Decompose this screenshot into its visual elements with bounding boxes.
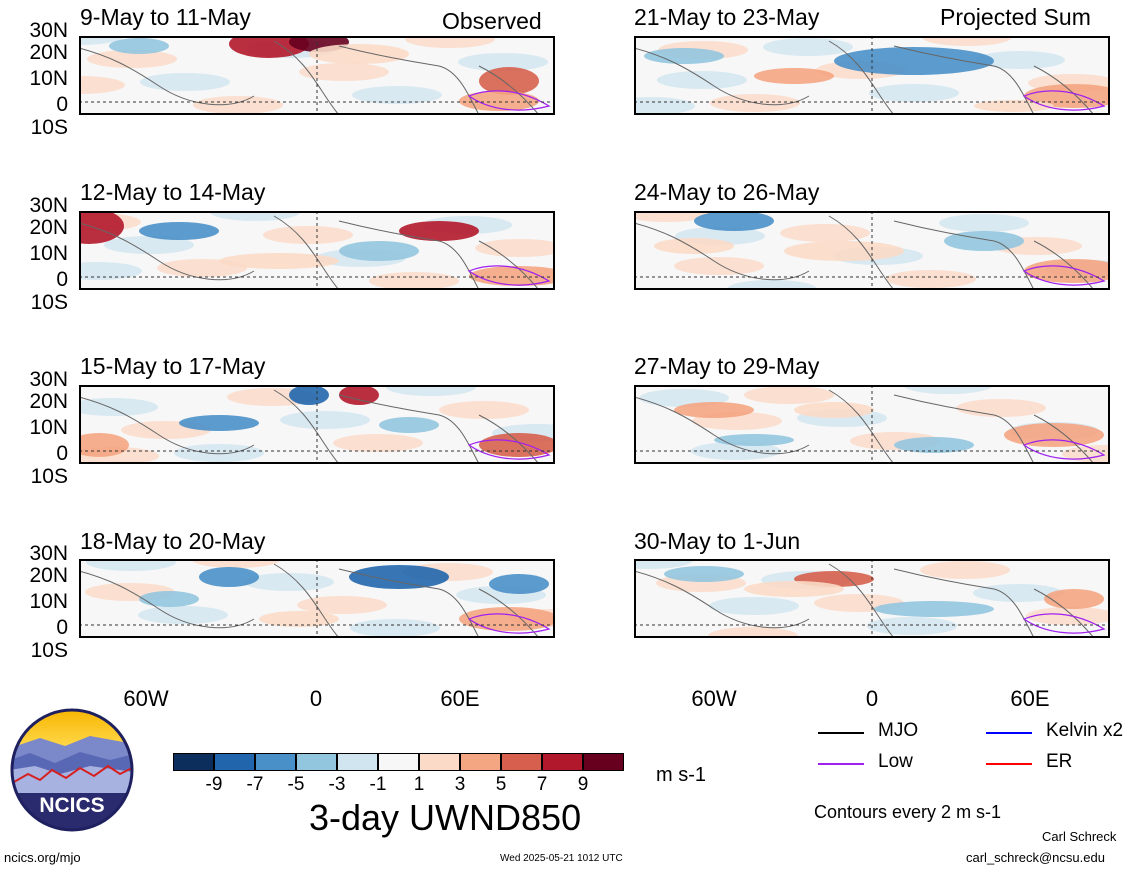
lat-label: 10N — [29, 590, 68, 613]
lat-label: 20N — [29, 390, 68, 413]
legend-er-label: ER — [1046, 751, 1073, 772]
colorbar-tick-label: -5 — [287, 774, 305, 795]
legend-low-label: Low — [878, 751, 913, 772]
panel-title-left-3: 15-May to 17-May — [80, 353, 266, 379]
lat-label: 10N — [29, 242, 68, 265]
panel-title-right-1: 21-May to 23-May — [634, 4, 820, 30]
lat-label: 0 — [56, 268, 68, 291]
lat-label: 10S — [30, 291, 68, 314]
colorbar-tick-label: 1 — [413, 774, 425, 795]
colorbar-swatch — [337, 753, 378, 771]
lat-label: 30N — [29, 542, 68, 565]
footer-author: Carl Schreck — [1042, 829, 1117, 844]
colorbar-swatch — [296, 753, 337, 771]
colorbar-tick-label: -7 — [246, 774, 264, 795]
map-panel-left-2 — [79, 211, 555, 290]
colorbar-swatch — [378, 753, 419, 771]
lon-label-right-60e: 60E — [1010, 686, 1050, 711]
legend-er-line — [986, 763, 1032, 765]
lat-label: 10N — [29, 416, 68, 439]
colorbar-tick-label: -3 — [328, 774, 346, 795]
colorbar-swatch — [542, 753, 583, 771]
colorbar-swatch — [501, 753, 542, 771]
panel-title-left-2: 12-May to 14-May — [80, 179, 266, 205]
lat-label: 0 — [56, 93, 68, 116]
lat-label: 20N — [29, 41, 68, 64]
legend-kelvin-line — [986, 732, 1032, 734]
footer-email: carl_schreck@ncsu.edu — [966, 850, 1105, 865]
lat-label: 30N — [29, 194, 68, 217]
colorbar-swatch — [255, 753, 296, 771]
legend-kelvin-label: Kelvin x2 — [1046, 720, 1124, 741]
lon-label-right-60w: 60W — [691, 686, 737, 711]
colorbar-tick-label: 9 — [577, 774, 589, 795]
map-panel-right-4 — [634, 559, 1110, 638]
colorbar-tick-label: -9 — [205, 774, 223, 795]
lat-label: 20N — [29, 216, 68, 239]
lat-label: 10N — [29, 67, 68, 90]
legend-mjo-line — [818, 732, 864, 734]
footer-site: ncics.org/mjo — [4, 850, 81, 865]
panel-title-left-1: 9-May to 11-May — [80, 4, 251, 30]
lon-label-right-0: 0 — [865, 686, 879, 711]
lat-label: 10S — [30, 116, 68, 139]
colorbar-tick-label: -1 — [369, 774, 387, 795]
colorbar-swatch — [214, 753, 255, 771]
lat-label: 30N — [29, 368, 68, 391]
lat-label: 20N — [29, 564, 68, 587]
lon-label-left-60w: 60W — [123, 686, 169, 711]
map-panel-left-1 — [79, 36, 555, 115]
panel-title-left-4: 18-May to 20-May — [80, 528, 266, 554]
colorbar-swatch — [419, 753, 460, 771]
lat-label: 0 — [56, 616, 68, 639]
colorbar-tick-label: 3 — [454, 774, 466, 795]
colorbar-swatch — [583, 753, 624, 771]
observed-label: Observed — [442, 8, 542, 34]
legend-low-line — [818, 763, 864, 765]
lat-label: 0 — [56, 442, 68, 465]
legend-mjo-label: MJO — [878, 720, 919, 741]
map-panel-right-2 — [634, 211, 1110, 290]
lon-label-left-60e: 60E — [440, 686, 480, 711]
ncics-logo: NCICS — [10, 708, 134, 832]
panel-title-right-3: 27-May to 29-May — [634, 353, 820, 379]
colorbar-title: 3-day UWND850 — [309, 797, 582, 838]
map-panel-right-1 — [634, 36, 1110, 115]
colorbar-tick-label: 5 — [495, 774, 507, 795]
colorbar-swatch — [173, 753, 214, 771]
colorbar-tick-label: 7 — [536, 774, 548, 795]
map-panel-left-4 — [79, 559, 555, 638]
panel-title-right-4: 30-May to 1-Jun — [634, 528, 801, 554]
lat-label: 30N — [29, 19, 68, 42]
colorbar-swatch — [460, 753, 501, 771]
lon-label-left-0: 0 — [309, 686, 323, 711]
colorbar-units: m s-1 — [656, 764, 706, 786]
lat-label: 10S — [30, 639, 68, 662]
map-panel-left-3 — [79, 385, 555, 464]
lat-label: 10S — [30, 465, 68, 488]
logo-text: NCICS — [39, 794, 104, 817]
footer-timestamp: Wed 2025-05-21 1012 UTC — [500, 853, 623, 864]
contour-note: Contours every 2 m s-1 — [814, 802, 1002, 822]
projected-sum-label: Projected Sum — [940, 4, 1091, 30]
map-panel-right-3 — [634, 385, 1110, 464]
panel-title-right-2: 24-May to 26-May — [634, 179, 820, 205]
